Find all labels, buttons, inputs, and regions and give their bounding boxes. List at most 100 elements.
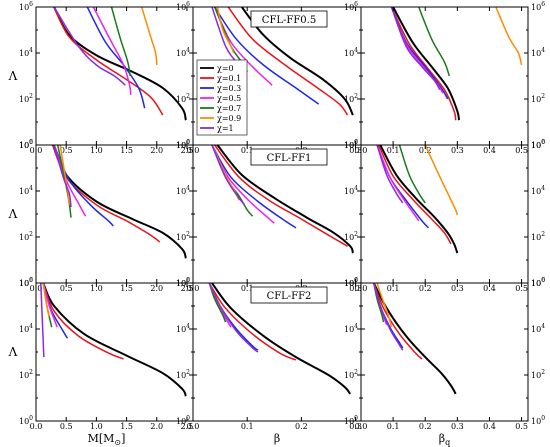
y-tick-label-right: 104 (531, 323, 545, 334)
x-tick-label: 2.0 (150, 422, 163, 431)
x-tick-label: 0.5 (515, 284, 528, 293)
series-group (211, 7, 354, 116)
x-axis-label: M[M⊙] (88, 432, 126, 447)
y-tick-label: 106 (19, 139, 33, 150)
y-tick-label: 106 (19, 1, 33, 12)
series-line-6 (208, 283, 259, 353)
y-tick-label: 104 (19, 323, 33, 334)
y-tick-label: 106 (344, 139, 358, 150)
series-group (211, 145, 354, 254)
legend-label: χ=0.3 (217, 84, 241, 93)
series-line-6 (211, 145, 246, 206)
series-line-0 (216, 145, 354, 254)
y-tick-label-right: 102 (531, 93, 545, 104)
legend-label: χ=0.9 (217, 114, 241, 123)
y-tick-label: 102 (176, 369, 190, 380)
y-tick-label: 104 (19, 185, 33, 196)
panel-frame (360, 144, 529, 284)
series-line-6 (376, 145, 404, 204)
y-tick-label-right: 100 (531, 415, 545, 426)
panel-frame (35, 282, 194, 422)
x-tick-label: 1.5 (120, 146, 133, 155)
y-tick-label: 106 (19, 277, 33, 288)
series-line-1 (373, 283, 423, 360)
series-line-3 (42, 283, 58, 328)
series-line-0 (241, 7, 354, 116)
y-tick-label: 100 (176, 415, 190, 426)
x-tick-label: 0.1 (241, 146, 254, 155)
series-line-1 (378, 145, 452, 245)
x-tick-label: 2.0 (150, 284, 163, 293)
x-tick-label: 2.5 (181, 422, 194, 431)
y-tick-label-right: 102 (531, 369, 545, 380)
x-axis-label: βq (439, 432, 450, 447)
y-axis-label: Λ (8, 345, 18, 359)
x-tick-label: 0.5 (60, 284, 73, 293)
y-tick-label: 102 (19, 93, 33, 104)
y-tick-label-right: 106 (531, 277, 545, 288)
y-tick-label: 102 (176, 93, 190, 104)
series-line-1 (227, 7, 349, 116)
x-tick-label: 0.1 (387, 422, 400, 431)
row-title: CFL-FF0.5 (262, 15, 316, 26)
x-tick-label: 1.5 (120, 422, 133, 431)
series-line-5 (495, 7, 523, 66)
y-tick-label: 102 (344, 369, 358, 380)
x-tick-label: 0.5 (515, 146, 528, 155)
y-tick-label: 106 (344, 1, 358, 12)
x-tick-label: 0.5 (60, 146, 73, 155)
series-line-5 (140, 7, 158, 66)
y-tick-label-right: 100 (531, 277, 545, 288)
series-group (390, 7, 523, 121)
legend: χ=0χ=0.1χ=0.3χ=0.5χ=0.7χ=0.9χ=1 (196, 59, 248, 136)
series-line-2 (214, 7, 320, 105)
x-tick-label: 0.4 (483, 422, 496, 431)
series-line-6 (373, 283, 404, 351)
series-line-0 (42, 283, 187, 397)
y-tick-label: 102 (344, 93, 358, 104)
x-tick-label: 0.3 (349, 146, 362, 155)
x-tick-label: 1.5 (120, 284, 133, 293)
x-tick-label: 0.2 (419, 284, 432, 293)
legend-label: χ=0 (217, 64, 234, 73)
series-line-3 (92, 7, 132, 95)
series-line-0 (392, 7, 460, 121)
series-group (372, 283, 457, 395)
series-line-6 (40, 283, 45, 358)
series-line-1 (208, 283, 297, 361)
series-line-0 (211, 283, 352, 395)
x-tick-label: 2.5 (181, 146, 194, 155)
x-tick-label: 0.2 (419, 146, 432, 155)
series-line-4 (110, 7, 131, 77)
x-tick-label: 0.3 (451, 284, 464, 293)
series-group (40, 283, 187, 397)
x-tick-label: 2.0 (150, 146, 163, 155)
panel-frame (360, 282, 529, 422)
y-tick-label: 104 (19, 47, 33, 58)
series-line-3 (376, 145, 420, 222)
series-line-6 (53, 7, 126, 86)
y-tick-label-right: 104 (531, 185, 545, 196)
x-tick-label: 0.2 (295, 422, 308, 431)
series-line-5 (216, 7, 235, 54)
x-tick-label: 0.3 (349, 284, 362, 293)
y-tick-label: 106 (344, 277, 358, 288)
y-tick-label-right: 106 (531, 139, 545, 150)
x-tick-label: 2.5 (181, 284, 194, 293)
series-group (53, 7, 187, 121)
y-axis-label: Λ (8, 69, 18, 83)
legend-label: χ=0.1 (217, 74, 241, 83)
x-tick-label: 0.1 (387, 284, 400, 293)
y-tick-label: 100 (19, 139, 33, 150)
series-group (208, 283, 352, 395)
series-line-5 (376, 283, 393, 328)
y-tick-label: 100 (19, 277, 33, 288)
x-axis-label: β (274, 432, 280, 445)
series-line-0 (53, 7, 187, 121)
